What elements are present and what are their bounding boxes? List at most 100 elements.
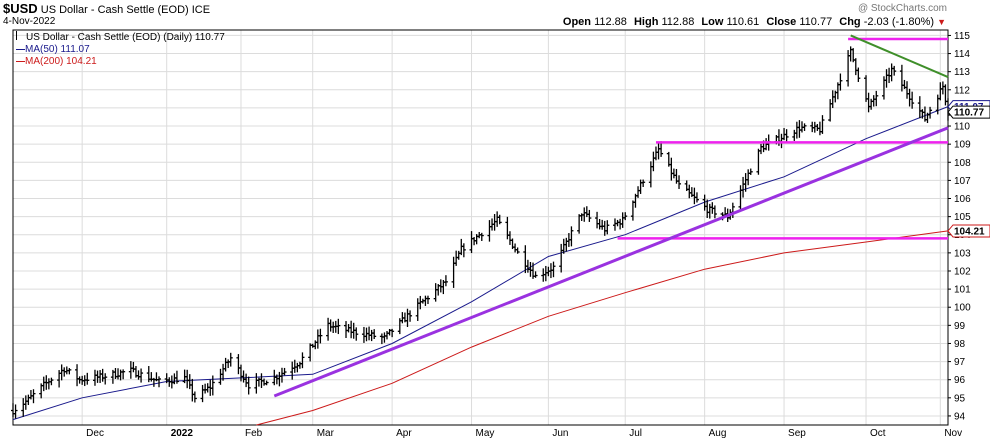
close-tag: 110.77 <box>947 105 990 119</box>
x-tick-label: Nov <box>944 428 962 438</box>
ohlc-bar <box>31 389 36 404</box>
ohlc-bar <box>139 368 144 383</box>
ohlc-bar <box>587 209 592 222</box>
svg-text:110.77: 110.77 <box>954 108 984 119</box>
exchange: ICE <box>191 4 211 16</box>
x-axis: Dec 2022 Feb Mar Apr May Jun Jul Aug Sep Oct Nov <box>86 428 962 438</box>
high-label: High <box>633 16 659 28</box>
ohlc-bar <box>641 179 646 187</box>
y-tick-label: 115 <box>954 31 970 42</box>
ohlc-bar <box>192 391 197 403</box>
ohlc-bar <box>408 310 413 322</box>
ohlc-bar <box>748 168 753 175</box>
y-tick-label: 102 <box>954 266 971 277</box>
ohlc-bar <box>157 376 162 388</box>
ohlc-bar <box>677 175 682 189</box>
plot-background <box>13 30 948 425</box>
legend-price: US Dollar - Cash Settle (EOD) (Daily) 11… <box>16 31 225 44</box>
y-tick-label: 94 <box>954 411 966 422</box>
ohlc-bars <box>11 46 950 419</box>
ticker-line: $USD US Dollar - Cash Settle (EOD) ICE <box>3 1 210 16</box>
chg-down-arrow-icon: ▼ <box>937 17 946 27</box>
ohlc-bar <box>461 243 466 258</box>
chg-value: -2.03 (-1.80%) <box>863 16 935 28</box>
ma200-line <box>256 230 949 426</box>
ma50-swatch-icon <box>16 48 25 50</box>
ohlc-bar <box>910 91 915 109</box>
ohlc-bar <box>802 123 807 131</box>
ohlc-bar <box>210 375 215 396</box>
ma200-swatch-icon <box>16 60 25 62</box>
ohlc-bar <box>874 90 879 107</box>
ohlc-bar <box>479 232 484 242</box>
ohlc-bar <box>318 328 323 344</box>
ohlc-bar <box>13 404 18 419</box>
x-tick-label: Jun <box>552 428 568 438</box>
x-tick-label: Aug <box>709 428 727 438</box>
y-tick-label: 103 <box>954 248 971 259</box>
ohlc-bar <box>121 369 126 380</box>
ohlc-bar <box>49 377 54 386</box>
ohlc-bar <box>605 220 610 235</box>
chart-date: 4-Nov-2022 <box>3 16 56 27</box>
ohlc-bar <box>264 380 269 386</box>
x-tick-label: Jul <box>629 428 642 438</box>
low-value: 110.61 <box>726 16 760 28</box>
ohlc-bar <box>174 370 179 384</box>
x-tick-label: Feb <box>245 428 263 438</box>
legend: US Dollar - Cash Settle (EOD) (Daily) 11… <box>16 31 225 68</box>
ohlc-bar <box>569 226 574 247</box>
y-tick-label: 105 <box>954 212 971 223</box>
ohlc-bar <box>838 73 843 91</box>
ohlc-bar <box>694 192 699 203</box>
ohlc-bar <box>336 318 341 335</box>
ohlc-bar <box>372 329 377 340</box>
y-tick-label: 100 <box>954 303 971 314</box>
ohlc-bar <box>784 129 789 144</box>
ohlc-bar <box>946 98 950 121</box>
low-label: Low <box>701 16 724 28</box>
y-tick-label: 96 <box>954 375 966 386</box>
ohlc-bar-icon <box>16 31 24 40</box>
high-value: 112.88 <box>661 16 695 28</box>
ohlc-bar <box>67 368 72 375</box>
ohlc-bar <box>551 261 556 278</box>
y-axis: 9495969798991001011021031041051061071081… <box>948 31 971 422</box>
x-tick-label: Sep <box>788 428 806 438</box>
ohlc-bar <box>390 328 395 338</box>
open-label: Open <box>562 16 592 28</box>
x-tick-label: Oct <box>870 428 886 438</box>
ohlc-bar <box>300 352 305 369</box>
watermark: @ StockCharts.com <box>857 3 947 14</box>
ohlc-bar <box>820 115 825 134</box>
ma200-tag: 104.21 <box>947 224 990 238</box>
ohlc-bar <box>228 352 233 367</box>
open-value: 112.88 <box>594 16 627 28</box>
y-tick-label: 108 <box>954 158 971 169</box>
y-tick-label: 99 <box>954 321 966 332</box>
x-tick-label: Dec <box>86 428 104 438</box>
y-tick-label: 98 <box>954 339 966 350</box>
ohlc-bar <box>497 214 502 225</box>
y-tick-label: 112 <box>954 85 970 96</box>
x-tick-label: Apr <box>396 428 412 438</box>
ohlc-bar <box>515 247 520 254</box>
legend-ma200: MA(200) 104.21 <box>16 56 225 68</box>
x-tick-label: Mar <box>317 428 335 438</box>
y-tick-label: 101 <box>954 285 971 296</box>
y-tick-label: 106 <box>954 194 971 205</box>
chg-label: Chg <box>839 16 861 28</box>
ticker-symbol: $USD <box>3 1 38 16</box>
y-tick-label: 114 <box>954 49 970 60</box>
plot-frame <box>12 29 949 426</box>
x-tick-label: 2022 <box>171 428 194 438</box>
ohlc-bar <box>354 327 359 341</box>
x-tick-label: May <box>476 428 495 438</box>
y-tick-label: 110 <box>954 122 970 133</box>
y-tick-label: 97 <box>954 357 966 368</box>
ohlc-bar <box>533 271 538 278</box>
ohlc-bar <box>623 212 628 221</box>
ohlc-bar <box>425 295 430 305</box>
resistance-trendline <box>850 34 949 79</box>
